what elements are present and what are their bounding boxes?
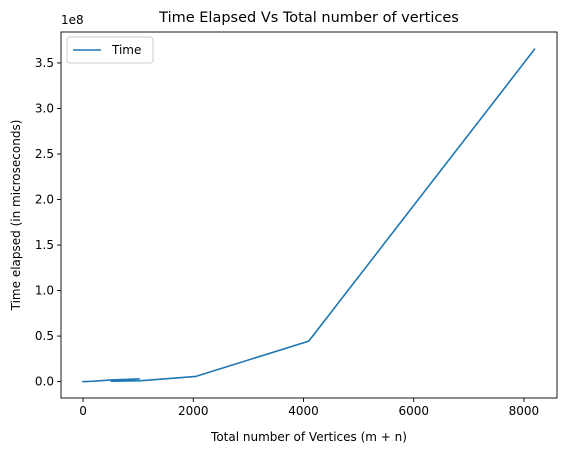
legend-box — [66, 36, 154, 64]
y-tick-label: 1.0 — [35, 284, 54, 298]
x-tick-label: 2000 — [178, 404, 209, 418]
y-tick-label: 2.0 — [35, 193, 54, 207]
axes-frame — [60, 31, 558, 399]
y-axis-label: Time elapsed (in microseconds) — [9, 120, 23, 312]
legend-label-time: Time — [111, 43, 141, 57]
x-axis-label: Total number of Vertices (m + n) — [210, 430, 407, 444]
y-tick-label: 1.5 — [35, 238, 54, 252]
series-line-0 — [82, 48, 536, 383]
chart-title: Time Elapsed Vs Total number of vertices — [158, 10, 459, 26]
x-tick-label: 4000 — [288, 404, 319, 418]
x-tick-label: 8000 — [509, 404, 540, 418]
y-tick-label: 0.5 — [35, 329, 54, 343]
x-tick-label: 6000 — [398, 404, 429, 418]
y-tick-label: 3.0 — [35, 101, 54, 115]
plot-area: 0 2000 4000 6000 8000 0.0 0.5 1.0 1.5 2.0 2.5 3.0 3.… — [35, 31, 558, 418]
legend: Time — [66, 36, 154, 64]
y-tick-label: 2.5 — [35, 147, 54, 161]
x-tick-label: 0 — [79, 404, 87, 418]
y-axis-offset-label: 1e8 — [61, 13, 84, 27]
y-tick-label: 3.5 — [35, 56, 54, 70]
y-tick-label: 0.0 — [35, 375, 54, 389]
